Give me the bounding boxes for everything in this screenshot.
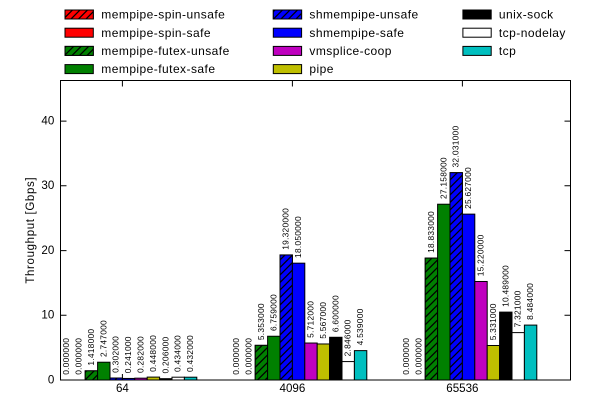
svg-text:mempipe-futex-unsafe: mempipe-futex-unsafe [101, 44, 229, 58]
svg-text:2.747000: 2.747000 [98, 320, 108, 357]
svg-text:pipe: pipe [309, 62, 334, 76]
svg-text:2.846000: 2.846000 [343, 319, 353, 356]
svg-text:5.567000: 5.567000 [318, 302, 328, 339]
svg-text:18.050000: 18.050000 [293, 216, 303, 258]
svg-text:Throughput [Gbps]: Throughput [Gbps] [25, 177, 37, 284]
svg-text:0.434000: 0.434000 [173, 335, 183, 372]
svg-text:mempipe-spin-safe: mempipe-spin-safe [101, 26, 211, 40]
svg-text:0.448000: 0.448000 [148, 335, 158, 372]
svg-text:0.282000: 0.282000 [136, 336, 146, 373]
svg-text:4.539000: 4.539000 [355, 308, 365, 345]
svg-text:5.331000: 5.331000 [488, 303, 498, 340]
svg-text:8.484000: 8.484000 [525, 283, 535, 320]
svg-text:0: 0 [48, 373, 54, 386]
svg-text:mempipe-spin-unsafe: mempipe-spin-unsafe [101, 8, 225, 22]
svg-text:30: 30 [41, 179, 54, 192]
svg-text:0.000000: 0.000000 [74, 338, 84, 375]
svg-text:65536: 65536 [446, 382, 478, 395]
svg-text:7.321000: 7.321000 [513, 290, 523, 327]
svg-text:6.600000: 6.600000 [330, 295, 340, 332]
svg-text:4096: 4096 [280, 382, 306, 395]
svg-text:tcp: tcp [499, 44, 516, 58]
svg-text:5.712000: 5.712000 [306, 301, 316, 338]
svg-text:32.031000: 32.031000 [451, 126, 461, 168]
svg-text:0.000000: 0.000000 [244, 338, 254, 375]
svg-text:0.000000: 0.000000 [401, 338, 411, 375]
svg-text:6.759000: 6.759000 [268, 294, 278, 331]
svg-text:27.158000: 27.158000 [438, 157, 448, 199]
svg-text:0.432000: 0.432000 [185, 335, 195, 372]
svg-text:0.000000: 0.000000 [231, 338, 241, 375]
svg-text:mempipe-futex-safe: mempipe-futex-safe [101, 62, 215, 76]
svg-text:5.353000: 5.353000 [256, 303, 266, 340]
svg-text:10: 10 [41, 309, 54, 322]
svg-text:shmempipe-unsafe: shmempipe-unsafe [309, 8, 418, 22]
svg-text:unix-sock: unix-sock [499, 8, 554, 22]
svg-text:0.302000: 0.302000 [111, 336, 121, 373]
svg-text:40: 40 [41, 115, 54, 128]
svg-text:20: 20 [41, 244, 54, 257]
svg-text:0.241000: 0.241000 [123, 336, 133, 373]
svg-text:15.220000: 15.220000 [476, 234, 486, 276]
svg-text:tcp-nodelay: tcp-nodelay [499, 26, 566, 40]
svg-text:0.206000: 0.206000 [160, 336, 170, 373]
svg-text:19.320000: 19.320000 [281, 208, 291, 250]
svg-text:25.627000: 25.627000 [463, 167, 473, 209]
svg-text:shmempipe-safe: shmempipe-safe [309, 26, 404, 40]
svg-text:0.000000: 0.000000 [61, 338, 71, 375]
svg-text:0.000000: 0.000000 [414, 338, 424, 375]
svg-text:1.418000: 1.418000 [86, 329, 96, 366]
svg-text:64: 64 [116, 382, 129, 395]
svg-text:vmsplice-coop: vmsplice-coop [309, 44, 392, 58]
svg-text:18.833000: 18.833000 [426, 211, 436, 253]
svg-text:10.489000: 10.489000 [500, 265, 510, 307]
